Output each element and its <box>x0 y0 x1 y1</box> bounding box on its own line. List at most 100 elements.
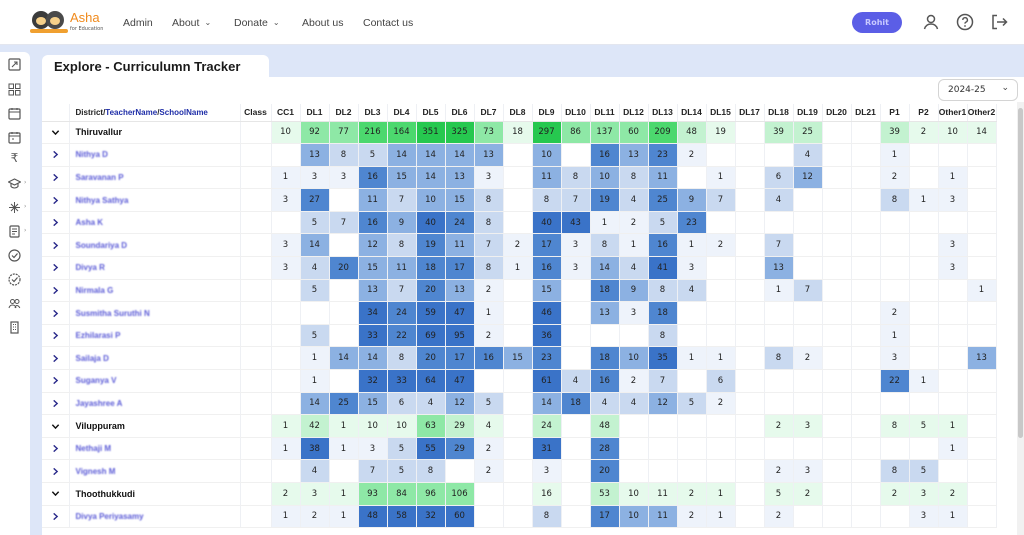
expand-toggle[interactable] <box>42 233 70 258</box>
nav-admin[interactable]: Admin <box>123 0 153 45</box>
value-cell: 5 <box>909 459 939 483</box>
document-icon[interactable] <box>8 225 21 238</box>
user-icon[interactable] <box>922 13 940 31</box>
teacher-name[interactable]: Sailaja D <box>69 346 241 371</box>
teacher-row[interactable]: Divya Periyasamy 1 2 1 48 58 32 60 8 17 10 11 2 1 2 3 1 <box>42 505 997 529</box>
teacher-name[interactable]: Vignesh M <box>69 459 241 483</box>
teacher-row[interactable]: Nithya Sathya 3 27 11 7 10 15 8 8 7 19 4 25 9 7 4 8 1 3 <box>42 188 997 212</box>
value-cell <box>561 279 591 303</box>
nav-about[interactable]: About ⌄ <box>172 0 211 45</box>
value-cell: 8 <box>532 188 562 212</box>
district-row[interactable]: Thoothukkudi 2 3 1 93 84 96 106 16 53 10 11 2 1 5 2 2 3 2 <box>42 482 997 506</box>
teacher-row[interactable]: Divya R 3 4 20 15 11 18 17 8 1 16 3 14 4 41 3 13 3 <box>42 256 997 280</box>
expand-toggle[interactable] <box>42 459 70 483</box>
value-cell: 24 <box>445 211 475 235</box>
year-select[interactable]: 2024-25 ⌄ <box>938 79 1018 101</box>
expand-toggle[interactable] <box>42 188 70 212</box>
value-cell <box>764 143 794 167</box>
expand-toggle[interactable] <box>42 392 70 416</box>
teacher-row[interactable]: Vignesh M 4 7 5 8 2 3 20 2 3 8 5 <box>42 459 997 483</box>
value-cell: 11 <box>648 482 678 506</box>
sparkle-icon[interactable] <box>8 201 21 214</box>
teacher-name[interactable]: Soundariya D <box>69 233 241 258</box>
grid-icon[interactable] <box>8 83 21 96</box>
teacher-row[interactable]: Susmitha Suruthi N 34 24 59 47 1 46 13 3 18 2 <box>42 301 997 325</box>
building-icon[interactable] <box>8 321 21 334</box>
collapse-toggle[interactable] <box>42 414 70 438</box>
rupee-icon[interactable]: ₹ <box>10 151 19 165</box>
user-button[interactable]: Rohit <box>852 12 902 33</box>
teacher-row[interactable]: Ezhilarasi P 5 33 22 69 95 2 36 8 1 <box>42 324 997 348</box>
teacher-row[interactable]: Nithya D 13 8 5 14 14 14 13 10 16 13 23 2 4 1 <box>42 143 997 167</box>
value-cell <box>822 482 852 506</box>
teacher-name[interactable]: Nithya D <box>69 143 241 167</box>
expand-toggle[interactable] <box>42 437 70 461</box>
teacher-name[interactable]: Divya R <box>69 256 241 280</box>
teacher-row[interactable]: Sailaja D 1 14 14 8 20 17 16 15 23 18 10 35 1 1 8 2 3 13 <box>42 346 997 371</box>
scrollbar-thumb[interactable] <box>1018 108 1023 438</box>
value-cell <box>619 324 649 348</box>
teacher-row[interactable]: Asha K 5 7 16 9 40 24 8 40 43 1 2 5 23 <box>42 211 997 235</box>
logo-face-icon <box>46 11 64 29</box>
chevron-right-icon <box>52 286 58 295</box>
expand-toggle[interactable] <box>42 324 70 348</box>
expand-toggle[interactable] <box>42 143 70 167</box>
nav-about-us[interactable]: About us <box>302 0 343 45</box>
chevron-right-icon[interactable]: › <box>24 203 27 210</box>
graduation-cap-icon[interactable] <box>8 177 21 190</box>
calendar-clock-icon[interactable] <box>8 107 21 120</box>
chevron-right-icon[interactable]: › <box>24 179 27 186</box>
expand-toggle[interactable] <box>42 369 70 393</box>
teacher-name[interactable]: Suganya V <box>69 369 241 393</box>
expand-toggle[interactable] <box>42 346 70 371</box>
district-row[interactable]: Viluppuram 1 42 1 10 10 63 29 4 24 48 2 3 8 5 1 <box>42 414 997 438</box>
teacher-name[interactable]: Divya Periyasamy <box>69 505 241 529</box>
value-cell <box>648 414 678 438</box>
value-cell <box>503 482 533 506</box>
district-row[interactable]: Thiruvallur 10 92 77 216 164 351 325 73 18 297 86 13… <box>42 121 997 145</box>
teacher-name[interactable]: Nithya Sathya <box>69 188 241 212</box>
asha-logo[interactable]: Asha for Education <box>30 8 103 36</box>
teacher-name[interactable]: Saravanan P <box>69 166 241 190</box>
teacher-row[interactable]: Soundariya D 3 14 12 8 19 11 7 2 17 3 8 1 16 1 2 7 3 <box>42 233 997 258</box>
expand-toggle[interactable] <box>42 505 70 529</box>
teacher-name[interactable]: Asha K <box>69 211 241 235</box>
value-cell <box>938 211 968 235</box>
value-cell: 13 <box>358 279 388 303</box>
value-cell: 14 <box>387 143 417 167</box>
expand-toggle[interactable] <box>42 166 70 190</box>
teacher-name[interactable]: Susmitha Suruthi N <box>69 301 241 325</box>
value-cell <box>590 324 620 348</box>
teacher-name[interactable]: Ezhilarasi P <box>69 324 241 348</box>
collapse-toggle[interactable] <box>42 482 70 506</box>
teacher-row[interactable]: Nethaji M 1 38 1 3 5 55 29 2 31 28 1 <box>42 437 997 461</box>
badge-check-icon[interactable] <box>8 273 21 286</box>
teacher-name[interactable]: Nethaji M <box>69 437 241 461</box>
value-cell <box>822 211 852 235</box>
calendar-icon[interactable] <box>8 131 21 144</box>
teacher-row[interactable]: Saravanan P 1 3 3 16 15 14 13 3 11 8 10 8 11 1 6 12 2 1 <box>42 166 997 190</box>
value-cell <box>503 505 533 529</box>
collapse-toggle[interactable] <box>42 121 70 145</box>
expand-toggle[interactable] <box>42 301 70 325</box>
nav-contact-us[interactable]: Contact us <box>363 0 413 45</box>
value-cell: 16 <box>532 256 562 280</box>
expand-toggle[interactable] <box>42 211 70 235</box>
chevron-right-icon[interactable]: › <box>24 227 27 234</box>
dashboard-icon[interactable] <box>8 58 21 71</box>
teacher-row[interactable]: Nirmala G 5 13 7 20 13 2 15 18 9 8 4 1 7 1 <box>42 279 997 303</box>
chevron-down-icon: ⌄ <box>204 18 212 27</box>
nav-donate[interactable]: Donate ⌄ <box>234 0 280 45</box>
teacher-row[interactable]: Jayashree A 14 25 15 6 4 12 5 14 18 4 4 12 5 2 <box>42 392 997 416</box>
expand-toggle[interactable] <box>42 279 70 303</box>
logout-icon[interactable] <box>990 13 1008 31</box>
teacher-name[interactable]: Jayashree A <box>69 392 241 416</box>
teacher-row[interactable]: Suganya V 1 32 33 64 47 61 4 16 2 7 6 22 1 <box>42 369 997 393</box>
expand-toggle[interactable] <box>42 256 70 280</box>
help-icon[interactable] <box>956 13 974 31</box>
value-cell <box>967 166 997 190</box>
check-circle-icon[interactable] <box>8 249 21 262</box>
users-icon[interactable] <box>8 297 21 310</box>
value-cell <box>822 505 852 529</box>
teacher-name[interactable]: Nirmala G <box>69 279 241 303</box>
